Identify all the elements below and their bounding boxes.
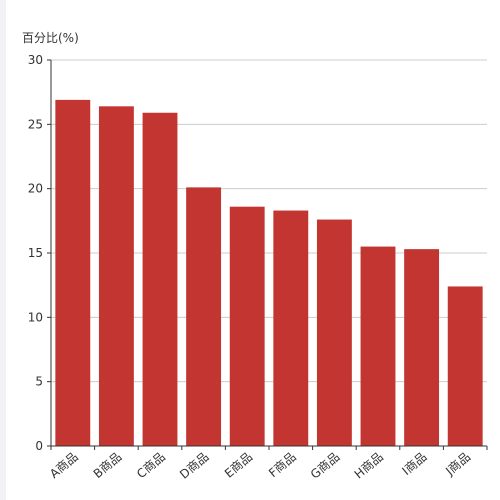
bars bbox=[55, 99, 483, 447]
bar-F商品[interactable] bbox=[273, 210, 309, 446]
x-tick-label: F商品 bbox=[265, 449, 298, 480]
bar-I商品[interactable] bbox=[404, 249, 440, 446]
y-tick-label: 5 bbox=[35, 375, 43, 389]
x-tick-label: A商品 bbox=[46, 449, 80, 481]
x-tick-label: D商品 bbox=[176, 449, 211, 482]
y-tick-label: 15 bbox=[28, 246, 43, 260]
x-tick-label: H商品 bbox=[351, 449, 386, 482]
y-tick-label: 20 bbox=[28, 182, 43, 196]
bar-B商品[interactable] bbox=[98, 106, 134, 446]
y-axis-title: 百分比(%) bbox=[22, 31, 79, 45]
bar-C商品[interactable] bbox=[142, 112, 178, 447]
bar-H商品[interactable] bbox=[360, 246, 396, 446]
x-tick-label: E商品 bbox=[221, 449, 255, 481]
y-tick-label: 30 bbox=[28, 53, 43, 67]
bar-J商品[interactable] bbox=[447, 286, 483, 446]
x-tick-label: B商品 bbox=[90, 449, 124, 481]
y-tick-label: 25 bbox=[28, 117, 43, 131]
x-tick-label: C商品 bbox=[133, 449, 167, 481]
x-tick-labels: A商品 B商品 C商品 D商品 E商品 F商品 G商品 H商品 I商品 J商品 bbox=[46, 449, 473, 482]
x-tick-label: J商品 bbox=[442, 449, 474, 479]
axes bbox=[47, 59, 488, 450]
y-tick-label: 0 bbox=[35, 439, 43, 453]
bar-E商品[interactable] bbox=[229, 206, 265, 446]
y-tick-labels: 0 5 10 15 20 25 30 bbox=[28, 53, 43, 453]
y-tick-label: 10 bbox=[28, 310, 43, 324]
x-tick-label: G商品 bbox=[307, 449, 342, 482]
left-edge-strip bbox=[0, 0, 6, 500]
bar-G商品[interactable] bbox=[316, 219, 352, 446]
x-tick-label: I商品 bbox=[399, 449, 430, 478]
bar-D商品[interactable] bbox=[186, 187, 222, 446]
bar-A商品[interactable] bbox=[55, 99, 91, 447]
